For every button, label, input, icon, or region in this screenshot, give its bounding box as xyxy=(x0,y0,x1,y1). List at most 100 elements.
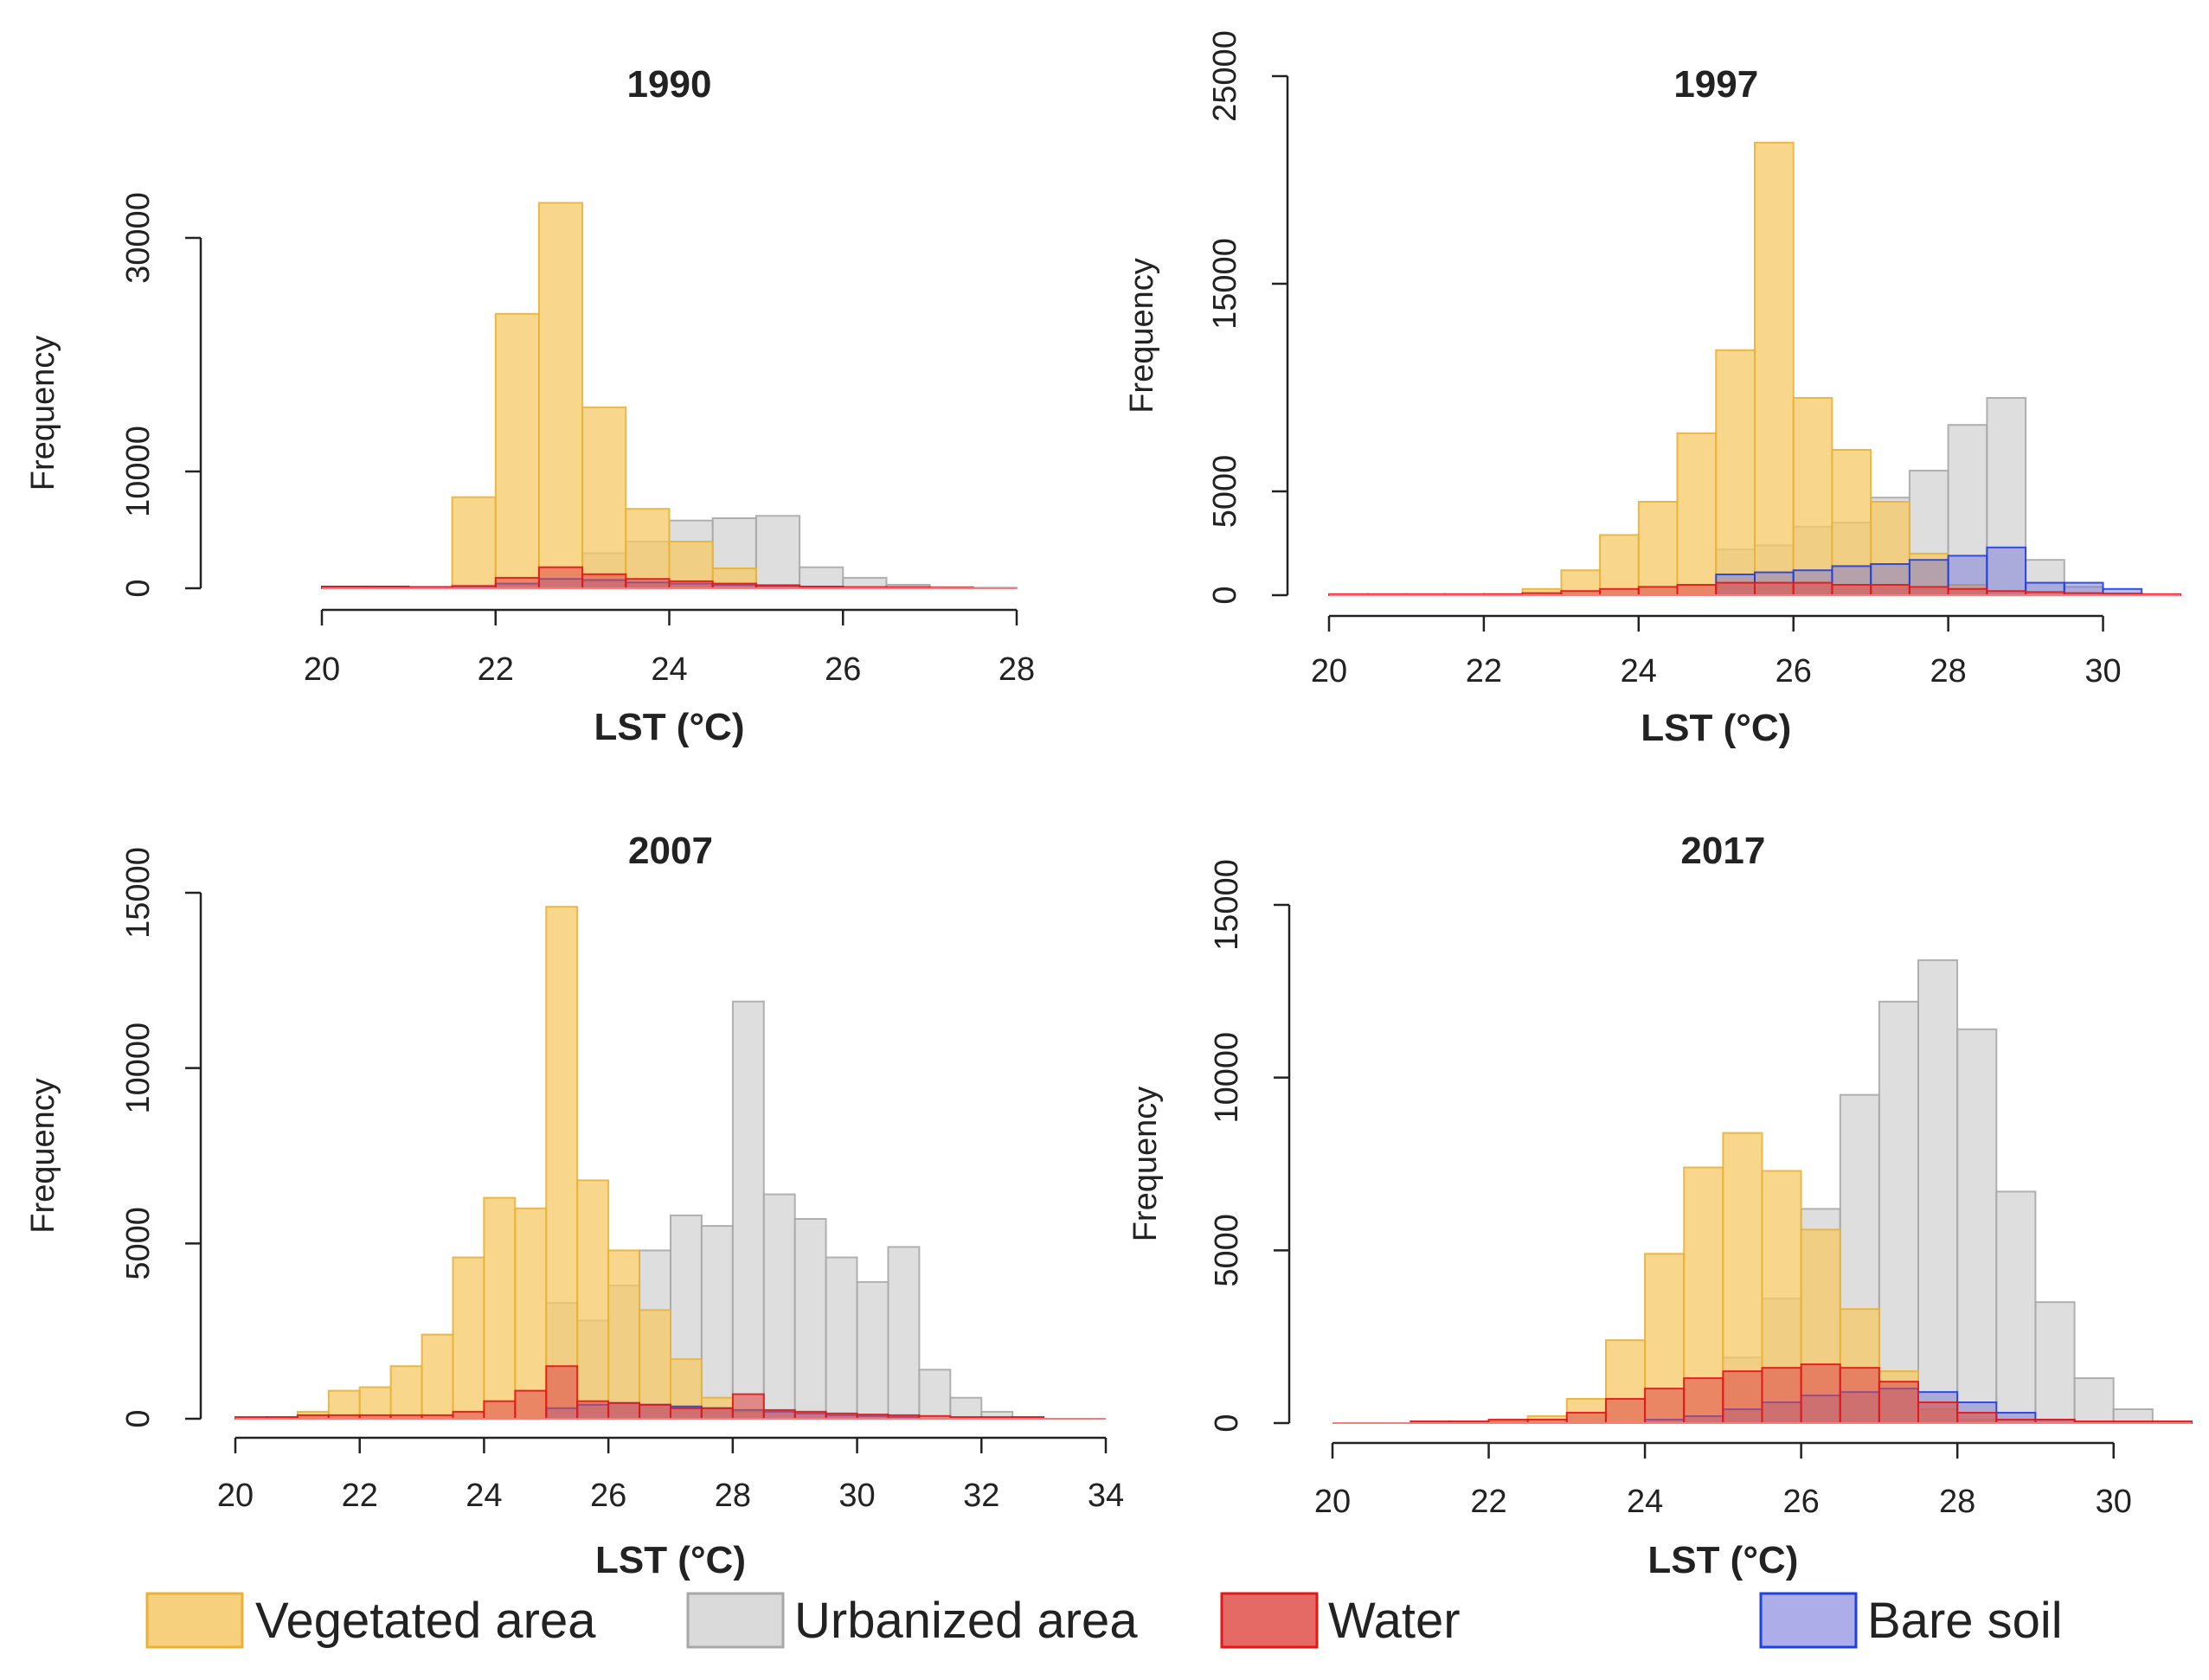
bar-vegetated-1997 xyxy=(1792,397,1833,596)
bar-water-2017 xyxy=(1683,1377,1724,1424)
x-tick-label: 28 xyxy=(715,1478,751,1514)
y-tick-label: 0 xyxy=(1209,1414,1245,1432)
x-tick-label: 20 xyxy=(304,651,340,688)
y-tick-label: 25000 xyxy=(1207,30,1243,122)
bar-vegetated-2007 xyxy=(483,1196,517,1420)
x-tick-label: 20 xyxy=(1311,653,1347,689)
bar-water-2007 xyxy=(545,1365,579,1420)
bar-water-1997 xyxy=(1599,587,1640,596)
y-tick-label: 10000 xyxy=(1209,1032,1245,1124)
legend: Vegetated area Urbanized area Water Bare… xyxy=(145,1592,2063,1649)
bar-urbanized-2007 xyxy=(856,1280,889,1420)
y-axis-label: Frequency xyxy=(1124,258,1160,414)
bar-urbanized-2007 xyxy=(949,1396,983,1420)
bar-water-2017 xyxy=(1644,1388,1686,1424)
x-axis-label: LST (°C) xyxy=(595,1539,746,1581)
bar-water-2017 xyxy=(1956,1412,1998,1424)
x-tick-label: 32 xyxy=(963,1478,999,1514)
bar-urbanized-2007 xyxy=(918,1369,952,1420)
x-tick-label: 30 xyxy=(2096,1484,2132,1520)
bar-urbanized-2007 xyxy=(700,1225,734,1420)
y-axis-label: Frequency xyxy=(25,1078,61,1234)
bar-water-2007 xyxy=(452,1410,485,1420)
bar-urbanized-1997 xyxy=(1947,424,1988,597)
x-axis-label: LST (°C) xyxy=(594,706,744,748)
bar-water-1997 xyxy=(1715,581,1756,596)
bar-water-2007 xyxy=(514,1389,548,1420)
x-axis: 20 22 24 26 28 30 32 34 xyxy=(217,1436,1124,1514)
legend-label-urbanized: Urbanized area xyxy=(794,1593,1138,1649)
bar-urbanized-2017 xyxy=(2073,1377,2115,1424)
bar-vegetated-2007 xyxy=(639,1309,671,1420)
bar-urbanized-2007 xyxy=(825,1256,858,1420)
bar-vegetated-1990 xyxy=(625,508,671,590)
x-tick-label: 26 xyxy=(825,651,861,688)
x-tick-label: 24 xyxy=(1627,1484,1663,1520)
y-axis-label: Frequency xyxy=(1127,1087,1164,1242)
y-tick-label: 0 xyxy=(1207,586,1243,604)
bar-water-2007 xyxy=(483,1400,517,1420)
bar-vegetated-2007 xyxy=(358,1386,392,1420)
bar-water-1990 xyxy=(494,576,540,590)
x-tick-label: 24 xyxy=(466,1478,502,1514)
bar-water-2007 xyxy=(670,1407,703,1420)
x-tick-label: 20 xyxy=(217,1478,254,1514)
histogram-panel-2017: 20 22 24 26 28 30 0 5000 10000 15000 2017 LST (°C) F… xyxy=(1127,830,2193,1581)
bar-urbanized-1990 xyxy=(799,566,844,590)
chart-title: 1997 xyxy=(1673,63,1758,106)
legend-swatch-vegetated xyxy=(145,1592,244,1649)
legend-swatch-urbanized xyxy=(686,1592,785,1649)
bar-vegetated-2007 xyxy=(545,906,579,1420)
bar-water-2007 xyxy=(639,1403,671,1420)
y-tick-label: 10000 xyxy=(120,1023,157,1114)
x-tick-label: 20 xyxy=(1314,1484,1351,1520)
bar-water-1990 xyxy=(668,580,714,590)
x-tick-label: 24 xyxy=(651,651,687,688)
bar-water-2017 xyxy=(1722,1370,1763,1424)
bar-vegetated-1990 xyxy=(581,406,627,590)
bar-water-1997 xyxy=(1870,584,1910,596)
x-tick-label: 28 xyxy=(1939,1484,1975,1520)
chart-title: 2007 xyxy=(628,830,713,872)
chart-title: 1990 xyxy=(627,63,712,106)
x-axis: 20 22 24 26 28 30 xyxy=(1314,1441,2132,1520)
x-tick-label: 22 xyxy=(1466,653,1502,689)
bar-vegetated-2007 xyxy=(421,1333,454,1420)
bar-vegetated-1997 xyxy=(1676,432,1718,596)
y-tick-label: 0 xyxy=(120,1409,157,1427)
x-tick-label: 34 xyxy=(1088,1478,1124,1514)
x-tick-label: 26 xyxy=(590,1478,626,1514)
bar-vegetated-1997 xyxy=(1870,501,1910,596)
bar-water-1997 xyxy=(1831,584,1872,596)
bar-water-1997 xyxy=(1754,581,1795,596)
bar-water-1997 xyxy=(1947,587,1988,596)
bar-vegetated-1990 xyxy=(494,312,540,590)
bar-water-2017 xyxy=(1761,1367,1802,1424)
y-tick-label: 15000 xyxy=(1209,859,1245,951)
legend-label-bare-soil: Bare soil xyxy=(1867,1593,2063,1649)
bar-vegetated-1997 xyxy=(1637,501,1679,596)
bar-urbanized-1997 xyxy=(2025,559,2065,597)
bar-water-2017 xyxy=(1839,1367,1880,1424)
x-tick-label: 28 xyxy=(1930,653,1966,689)
histogram-panel-1997: 20 22 24 26 28 30 0 5000 15000 25000 1997 LST (°C) F… xyxy=(1124,30,2182,749)
y-axis: 0 10000 30000 xyxy=(120,192,202,598)
bar-vegetated-2007 xyxy=(389,1365,423,1420)
bar-vegetated-2007 xyxy=(514,1207,548,1420)
bar-water-2017 xyxy=(1800,1363,1841,1424)
bar-water-1997 xyxy=(1676,584,1718,596)
bar-urbanized-1990 xyxy=(755,515,801,589)
legend-swatch-water xyxy=(1220,1592,1319,1649)
bar-water-1997 xyxy=(1792,581,1833,596)
y-tick-label: 15000 xyxy=(120,847,157,939)
bar-urbanized-2007 xyxy=(731,1000,765,1420)
y-tick-label: 30000 xyxy=(120,192,157,284)
y-tick-label: 10000 xyxy=(120,426,157,517)
bar-water-1997 xyxy=(1637,586,1679,597)
x-tick-label: 30 xyxy=(838,1478,875,1514)
bar-urbanized-2007 xyxy=(793,1218,827,1420)
bar-vegetated-2007 xyxy=(607,1249,640,1420)
x-tick-label: 26 xyxy=(1782,1484,1819,1520)
bar-water-2007 xyxy=(700,1407,734,1420)
y-tick-label: 5000 xyxy=(1207,455,1243,529)
